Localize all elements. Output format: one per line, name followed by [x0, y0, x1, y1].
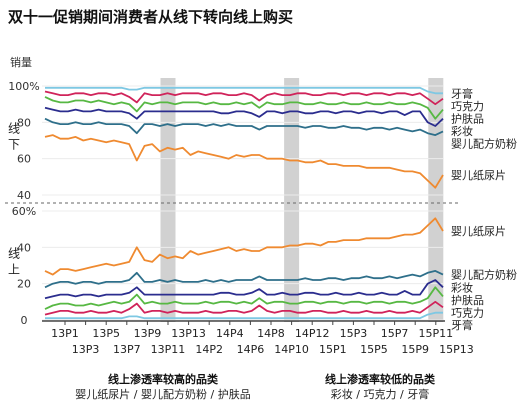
- series-line-offline: [44, 134, 444, 189]
- y-tick-label: 80: [17, 116, 31, 129]
- series-line-offline: [44, 106, 444, 127]
- series-line-online: [44, 279, 444, 300]
- series-label: 牙膏: [451, 86, 473, 100]
- series-label: 婴儿配方奶粉: [451, 136, 517, 150]
- series-label: 彩妆: [451, 281, 473, 294]
- x-tick-label: 13P13: [171, 327, 206, 340]
- x-tick-label: 14P8: [257, 327, 285, 340]
- series-line-offline: [44, 96, 444, 120]
- series-label: 巧克力: [451, 306, 484, 319]
- series-label: 牙膏: [451, 318, 473, 332]
- series-line-online: [45, 311, 443, 320]
- series-line-offline: [44, 90, 444, 106]
- series-label: 婴儿配方奶粉: [451, 268, 517, 282]
- x-tick-label: 15P7: [381, 327, 409, 340]
- footer-left-heading: 线上渗透率较高的品类: [108, 372, 219, 386]
- y-tick-label: 40: [17, 241, 31, 254]
- series-line-online: [44, 270, 444, 289]
- series-line-offline: [44, 117, 444, 136]
- footer-right-items: 彩妆 / 巧克力 / 牙膏: [331, 387, 429, 401]
- footer-right-heading: 线上渗透率较低的品类: [325, 372, 436, 386]
- y-tick-label: 40: [17, 189, 31, 202]
- series-label: 婴儿纸尿片: [451, 225, 506, 238]
- x-tick-label: 15P3: [340, 327, 368, 340]
- y-tick-label: 20: [17, 278, 31, 291]
- series-line-online: [44, 217, 444, 276]
- x-tick-label: 14P4: [216, 327, 244, 340]
- panel-label: 线上: [8, 247, 20, 277]
- x-tick-label: 14P10: [274, 343, 309, 356]
- promo-band-14P10: [284, 78, 300, 322]
- promo-band-15P11: [428, 78, 444, 322]
- series-label: 护肤品: [451, 293, 484, 307]
- series-line-online: [44, 300, 444, 316]
- x-tick-label: 14P2: [195, 343, 223, 356]
- x-tick-label: 15P9: [401, 343, 429, 356]
- series-line-offline: [45, 86, 443, 95]
- x-tick-label: 14P6: [237, 343, 265, 356]
- x-tick-label: 15P13: [439, 343, 474, 356]
- series-line-online: [44, 286, 444, 310]
- x-tick-label: 15P5: [360, 343, 388, 356]
- series-label: 彩妆: [451, 125, 473, 138]
- x-tick-label: 13P5: [92, 327, 120, 340]
- y-tick-label: 60: [17, 153, 31, 166]
- x-tick-label: 13P7: [113, 343, 141, 356]
- x-tick-label: 15P11: [418, 327, 453, 340]
- footer-left-items: 婴儿纸尿片 / 婴儿配方奶粉 / 护肤品: [75, 387, 250, 401]
- promo-band-13P11: [160, 78, 176, 322]
- series-label: 护肤品: [451, 111, 484, 125]
- x-tick-label: 14P12: [295, 327, 330, 340]
- x-tick-label: 13P9: [134, 327, 162, 340]
- x-tick-label: 13P3: [72, 343, 100, 356]
- x-tick-label: 13P11: [151, 343, 186, 356]
- y-tick-label: 60%: [12, 205, 36, 218]
- x-tick-label: 15P1: [319, 343, 347, 356]
- panel-label: 线下: [8, 122, 20, 152]
- y-tick-label: 0: [21, 314, 28, 327]
- chart-title: 双十一促销期间消费者从线下转向线上购买: [8, 8, 293, 26]
- series-label: 婴儿纸尿片: [451, 169, 506, 182]
- y-axis-label: 销量: [10, 55, 32, 69]
- y-tick-label: 100%: [8, 80, 39, 93]
- x-tick-label: 13P1: [51, 327, 79, 340]
- series-label: 巧克力: [451, 100, 484, 113]
